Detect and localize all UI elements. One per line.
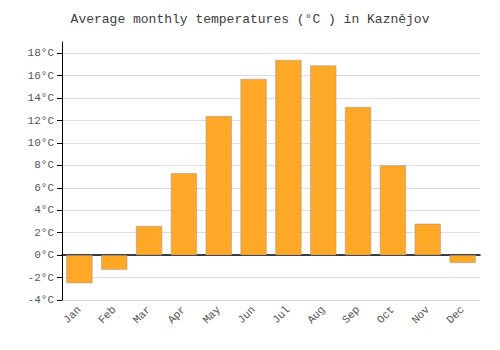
svg-text:2°C: 2°C: [34, 227, 54, 239]
svg-text:16°C: 16°C: [28, 70, 55, 82]
svg-text:May: May: [201, 303, 224, 326]
svg-text:10°C: 10°C: [28, 137, 55, 149]
svg-text:Aug: Aug: [305, 304, 327, 326]
svg-text:Apr: Apr: [166, 304, 188, 326]
svg-text:Oct: Oct: [375, 304, 397, 326]
svg-text:12°C: 12°C: [28, 115, 55, 127]
svg-text:Jun: Jun: [235, 304, 257, 326]
svg-text:Sep: Sep: [340, 304, 362, 326]
svg-text:Jan: Jan: [61, 304, 83, 326]
svg-text:8°C: 8°C: [34, 159, 54, 171]
svg-text:-2°C: -2°C: [28, 272, 55, 284]
svg-text:18°C: 18°C: [28, 47, 55, 59]
svg-text:Jul: Jul: [270, 304, 292, 326]
svg-text:0°C: 0°C: [34, 249, 54, 261]
svg-text:Dec: Dec: [444, 304, 466, 326]
svg-text:Average monthly temperatures (: Average monthly temperatures (°C ) in Ka…: [71, 12, 430, 27]
svg-text:4°C: 4°C: [34, 204, 54, 216]
svg-text:14°C: 14°C: [28, 92, 55, 104]
svg-text:6°C: 6°C: [34, 182, 54, 194]
svg-text:Feb: Feb: [96, 304, 118, 326]
svg-text:-4°C: -4°C: [28, 294, 55, 306]
svg-text:Mar: Mar: [131, 304, 153, 326]
svg-text:Nov: Nov: [410, 303, 433, 326]
